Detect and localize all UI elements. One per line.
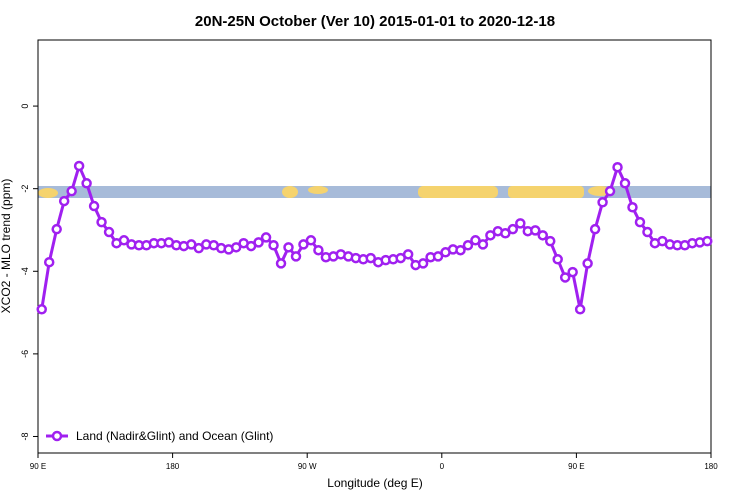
data-point <box>627 202 638 213</box>
data-point <box>230 242 242 253</box>
data-point <box>81 178 92 189</box>
data-point <box>485 230 496 241</box>
data-point <box>103 226 115 238</box>
data-point <box>702 235 713 247</box>
data-point <box>537 230 548 241</box>
data-point <box>305 235 317 246</box>
legend-label: Land (Nadir&Glint) and Ocean (Glint) <box>76 429 273 443</box>
data-point <box>118 235 130 246</box>
data-point <box>88 200 100 212</box>
data-point <box>619 178 631 189</box>
legend-marker <box>51 430 63 442</box>
data-point <box>253 237 264 248</box>
data-point <box>642 226 653 238</box>
data-point <box>552 254 563 265</box>
data-point <box>36 304 47 315</box>
data-point <box>604 185 616 197</box>
data-point <box>432 251 444 262</box>
data-point <box>477 239 489 250</box>
data-point <box>290 251 302 262</box>
data-point <box>634 216 646 228</box>
data-point <box>574 304 586 315</box>
data-point <box>515 218 526 229</box>
y-tick-label: -4 <box>20 267 30 275</box>
data-point <box>462 240 474 251</box>
data-point <box>73 160 85 172</box>
data-point <box>530 225 541 236</box>
data-point <box>313 244 324 256</box>
data-point <box>275 258 287 269</box>
x-tick-label: 90 E <box>30 462 46 471</box>
data-point <box>268 240 279 251</box>
x-tick-label: 0 <box>440 462 445 471</box>
y-axis-label: XCO2 - MLO trend (ppm) <box>0 179 13 314</box>
data-point <box>96 216 107 228</box>
data-point <box>298 239 309 250</box>
x-tick-label: 90 E <box>568 462 584 471</box>
data-point <box>470 235 481 246</box>
data-point <box>283 242 294 253</box>
x-tick-label: 180 <box>704 462 718 471</box>
data-point <box>51 223 62 235</box>
data-point <box>43 256 55 268</box>
chart-title: 20N-25N October (Ver 10) 2015-01-01 to 2… <box>195 13 555 30</box>
data-point <box>365 252 377 264</box>
data-point <box>589 223 601 235</box>
data-point <box>559 272 571 283</box>
data-point <box>66 185 77 197</box>
data-point <box>402 249 414 260</box>
data-point <box>417 258 429 269</box>
map-strip <box>38 186 711 198</box>
y-tick-label: -6 <box>20 350 30 358</box>
data-point <box>582 258 593 269</box>
y-tick-label: 0 <box>20 104 30 109</box>
plot-frame <box>37 39 712 454</box>
data-point <box>58 195 70 207</box>
data-point <box>597 197 608 208</box>
y-tick-label: -2 <box>20 185 30 193</box>
data-point <box>567 266 578 278</box>
y-tick-label: -8 <box>20 432 30 440</box>
data-point <box>455 244 466 256</box>
data-point <box>507 223 519 235</box>
data-point <box>612 161 623 173</box>
x-tick-label: 180 <box>166 462 180 471</box>
data-point <box>500 228 511 239</box>
x-tick-label: 90 W <box>298 462 317 471</box>
data-point <box>544 235 556 247</box>
data-point <box>260 232 272 243</box>
x-axis-label: Longitude (deg E) <box>327 476 422 490</box>
